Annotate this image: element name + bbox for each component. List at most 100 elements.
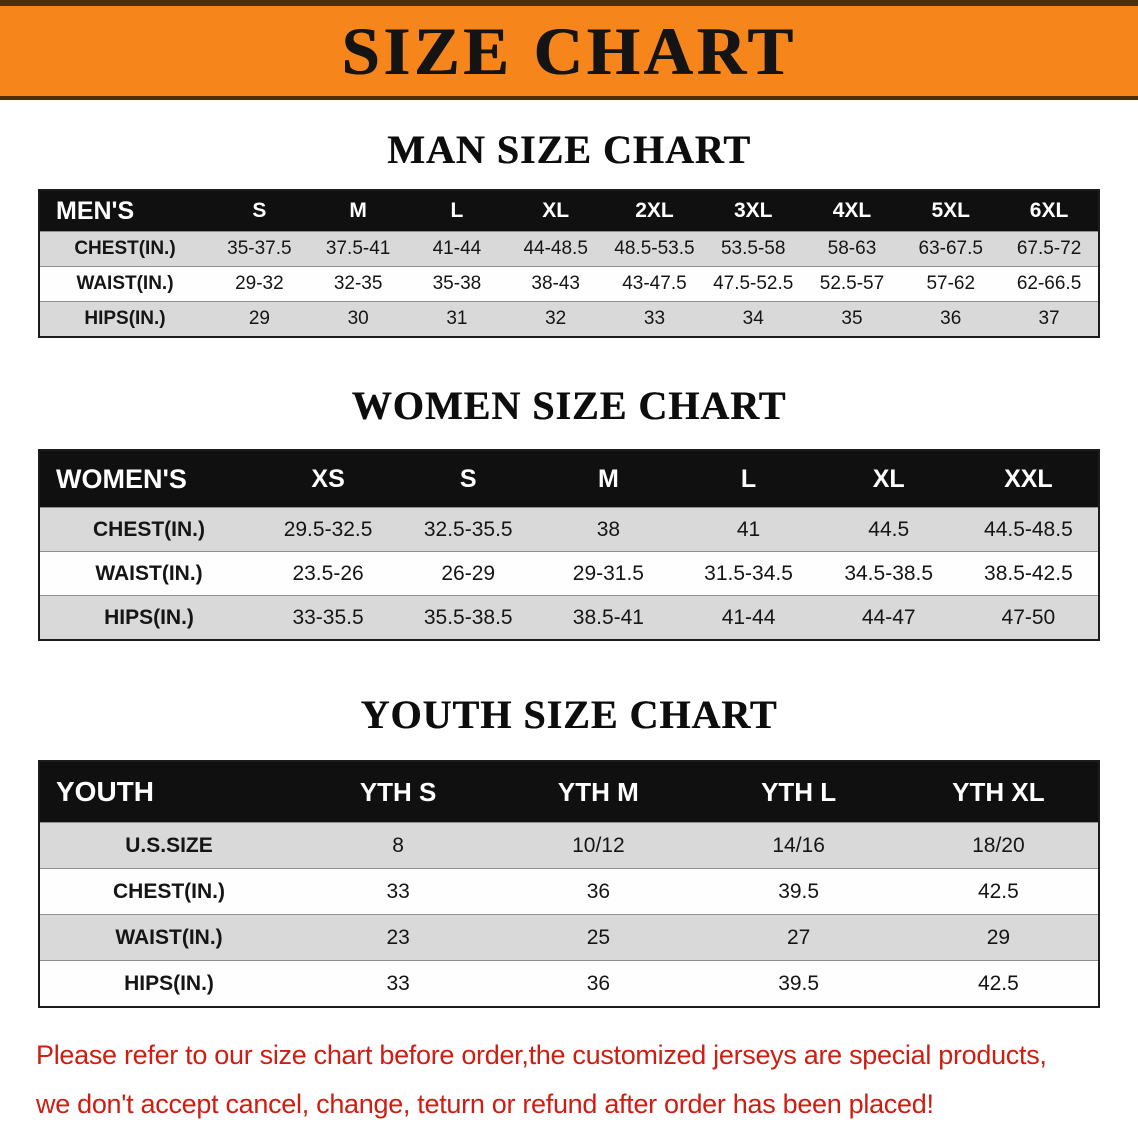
size-value-cell: 57-62 [926,273,976,294]
size-value-cell: 14/16 [772,833,825,857]
size-value-cell: 53.5-58 [720,238,786,259]
column-header-cell: S [398,450,539,508]
size-value-cell: 44.5 [868,517,910,541]
men-size-table: MEN'S S M L XL 2XL 3XL 4XL 5XL 6XL CHEST(IN.) 35-37… [38,189,1100,338]
row-label-cell: CHEST(IN.) [74,238,176,259]
table-row: HIPS(IN.) 33-35.5 35.5-38.5 38.5-41 41-44 44-… [39,595,1099,640]
size-value-cell: 44-47 [861,605,916,629]
size-chart-banner: SIZE CHART [0,0,1138,100]
size-value-cell: 10/12 [572,833,625,857]
size-value-cell: 33 [386,879,410,903]
size-value-cell: 38 [596,517,621,541]
row-label-cell: CHEST(IN.) [93,517,205,541]
column-header-cell: XS [258,450,399,508]
size-value-cell: 32-35 [333,273,383,294]
size-value-cell: 30 [347,308,369,329]
size-value-cell: 32 [545,308,567,329]
row-label-cell: WAIST(IN.) [76,273,174,294]
table-title-cell: MEN'S [39,190,210,232]
table-row: WAIST(IN.) 23 25 27 29 [39,914,1099,961]
table-row: WAIST(IN.) 29-32 32-35 35-38 38-43 43-47.5 47.… [39,266,1099,302]
table-row: HIPS(IN.) 33 36 39.5 42.5 [39,960,1099,1007]
size-value-cell: 36 [586,971,611,995]
size-value-cell: 23.5-26 [292,561,364,585]
column-header-cell: 4XL [802,190,902,232]
size-value-cell: 39.5 [778,971,820,995]
table-title-cell: WOMEN'S [39,450,258,508]
table-row: U.S.SIZE 8 10/12 14/16 18/20 [39,822,1099,869]
size-value-cell: 52.5-57 [819,273,885,294]
row-label-cell: U.S.SIZE [125,833,213,857]
size-value-cell: 38.5-42.5 [984,561,1073,585]
size-value-cell: 62-66.5 [1016,273,1082,294]
size-value-cell: 41-44 [432,238,482,259]
size-value-cell: 36 [586,879,611,903]
column-header-cell: 2XL [605,190,704,232]
size-value-cell: 35-37.5 [227,238,292,259]
column-header-cell: 3XL [703,190,803,232]
size-value-cell: 35 [841,308,863,329]
banner-title: SIZE CHART [341,12,797,89]
youth-section-heading: YOUTH SIZE CHART [360,692,778,737]
table-row: CHEST(IN.) 33 36 39.5 42.5 [39,868,1099,915]
size-value-cell: 35-38 [432,273,482,294]
size-value-cell: 43-47.5 [622,273,687,294]
size-value-cell: 8 [392,833,404,857]
column-header-cell: YTH S [298,761,499,823]
column-header-cell: XL [818,450,959,508]
size-value-cell: 23 [386,925,410,949]
men-section-heading: MAN SIZE CHART [387,127,751,172]
size-value-cell: 38-43 [531,273,580,294]
size-value-cell: 47.5-52.5 [713,273,794,294]
size-value-cell: 44-48.5 [523,238,588,259]
size-value-cell: 33 [386,971,410,995]
size-value-cell: 31.5-34.5 [704,561,793,585]
size-value-cell: 41-44 [721,605,776,629]
size-value-cell: 29-31.5 [572,561,644,585]
size-value-cell: 36 [940,308,962,329]
size-value-cell: 38.5-41 [572,605,644,629]
size-value-cell: 34 [742,308,764,329]
size-value-cell: 25 [586,925,611,949]
row-label-cell: HIPS(IN.) [124,971,214,995]
column-header-cell: M [308,190,408,232]
size-value-cell: 35.5-38.5 [423,605,513,629]
size-value-cell: 26-29 [441,561,496,585]
column-header-cell: 5XL [901,190,1001,232]
column-header-cell: XXL [958,450,1099,508]
size-value-cell: 29.5-32.5 [283,517,373,541]
row-label-cell: WAIST(IN.) [95,561,203,585]
size-value-cell: 37.5-41 [325,238,391,259]
table-title-cell: YOUTH [39,761,298,823]
column-header-cell: M [538,450,679,508]
size-value-cell: 39.5 [778,879,820,903]
column-header-cell: YTH M [498,761,699,823]
size-value-cell: 18/20 [972,833,1025,857]
row-label-cell: HIPS(IN.) [84,308,166,329]
women-section-heading: WOMEN SIZE CHART [351,383,787,428]
row-label-cell: WAIST(IN.) [115,925,223,949]
table-header-row: YOUTH YTH S YTH M YTH L YTH XL [39,761,1099,823]
disclaimer-line-2: we don't accept cancel, change, teturn o… [36,1089,934,1120]
column-header-cell: L [407,190,507,232]
size-value-cell: 42.5 [977,879,1019,903]
men-size-section: MAN SIZE CHART MEN'S S M L XL 2XL 3XL 4XL 5XL 6XL… [0,126,1138,338]
disclaimer-line-1: Please refer to our size chart before or… [36,1040,1047,1070]
size-value-cell: 42.5 [977,971,1019,995]
youth-size-section: YOUTH SIZE CHART YOUTH YTH S YTH M YTH L YTH… [0,691,1138,1008]
youth-size-table: YOUTH YTH S YTH M YTH L YTH XL U.S.SIZE 8 10/12… [38,760,1100,1008]
size-value-cell: 29 [248,308,270,329]
table-header-row: WOMEN'S XS S M L XL XXL [39,450,1099,508]
table-header-row: MEN'S S M L XL 2XL 3XL 4XL 5XL 6XL [39,190,1099,232]
women-size-section: WOMEN SIZE CHART WOMEN'S XS S M L XL XXL CHEST(… [0,382,1138,641]
size-value-cell: 27 [786,925,811,949]
size-value-cell: 41 [736,517,761,541]
women-size-table: WOMEN'S XS S M L XL XXL CHEST(IN.) 29.5-32.5 32.5… [38,449,1100,641]
size-value-cell: 48.5-53.5 [614,238,695,259]
row-label-cell: HIPS(IN.) [104,605,194,629]
column-header-cell: XL [506,190,606,232]
size-value-cell: 67.5-72 [1016,238,1082,259]
size-value-cell: 33 [643,308,666,329]
size-value-cell: 63-67.5 [918,238,983,259]
